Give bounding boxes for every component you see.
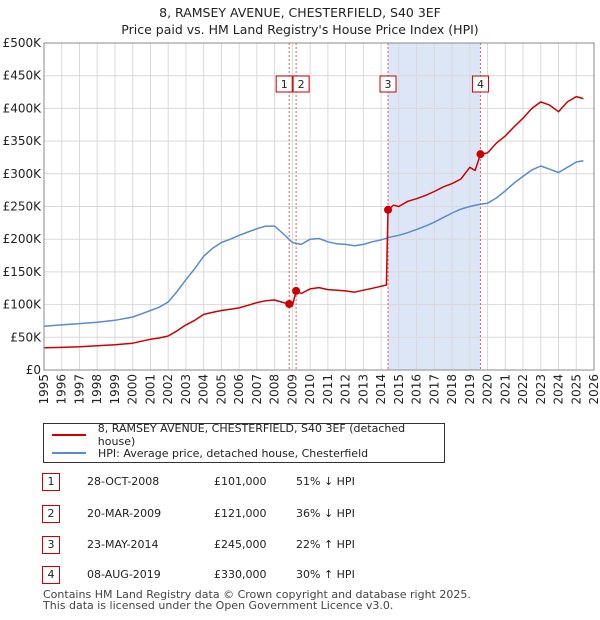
y-tick-label: £0 bbox=[26, 363, 41, 377]
chart-subtitle-text: Price paid vs. HM Land Registry's House … bbox=[121, 22, 479, 37]
x-tick-label: 2014 bbox=[374, 374, 388, 405]
x-tick-label: 2002 bbox=[161, 374, 175, 405]
x-tick-label: 2016 bbox=[410, 374, 424, 405]
hpi-line bbox=[43, 159, 584, 327]
x-tick-label: 2025 bbox=[569, 374, 583, 405]
sale-marker-box bbox=[471, 75, 489, 93]
x-tick-label: 2004 bbox=[197, 374, 211, 405]
sale-date: 23-MAY-2014 bbox=[87, 538, 159, 551]
plot-frame bbox=[43, 42, 595, 371]
sale-price: £101,000 bbox=[214, 475, 267, 488]
legend-hpi-swatch bbox=[52, 452, 86, 454]
property-price-line bbox=[43, 95, 584, 349]
x-tick-label: 1996 bbox=[55, 374, 69, 405]
y-tick-label: £450K bbox=[3, 69, 43, 83]
legend-property-label: 8, RAMSEY AVENUE, CHESTERFIELD, S40 3EF … bbox=[97, 422, 406, 448]
x-tick-label: 2008 bbox=[268, 374, 282, 405]
sale-price: £330,000 bbox=[214, 568, 267, 581]
sale-row-1: 1 28-OCT-2008 £101,000 51% ↓ HPI bbox=[42, 473, 462, 493]
x-tick-label: 2021 bbox=[498, 374, 512, 405]
x-tick-label: 2018 bbox=[445, 374, 459, 405]
sale-date: 20-MAR-2009 bbox=[87, 507, 162, 520]
sale-number-badge: 3 bbox=[42, 536, 60, 554]
x-tick-label: 2026 bbox=[587, 374, 600, 405]
x-tick-label: 2005 bbox=[214, 374, 228, 405]
sale-marker-label: 2 bbox=[298, 78, 305, 91]
chart-title-text: 8, RAMSEY AVENUE, CHESTERFIELD, S40 3EF bbox=[159, 5, 441, 20]
x-tick-label: 1998 bbox=[90, 374, 104, 405]
footer: Contains HM Land Registry data © Crown c… bbox=[43, 589, 471, 611]
sale-row-3: 3 23-MAY-2014 £245,000 22% ↑ HPI bbox=[42, 536, 462, 556]
x-tick-label: 2013 bbox=[356, 374, 370, 405]
y-tick-label: £500K bbox=[3, 36, 43, 50]
x-tick-label: 2024 bbox=[552, 374, 566, 405]
x-tick-label: 1999 bbox=[108, 374, 122, 405]
sale-date: 28-OCT-2008 bbox=[87, 475, 160, 488]
sale-row-4: 4 08-AUG-2019 £330,000 30% ↑ HPI bbox=[42, 566, 462, 586]
sale-marker-box bbox=[275, 75, 293, 93]
sale-date: 08-AUG-2019 bbox=[87, 568, 161, 581]
sale-hpi-comparison: 36% ↓ HPI bbox=[296, 507, 355, 520]
y-tick-label: £350K bbox=[3, 134, 43, 148]
x-tick-label: 2019 bbox=[463, 374, 477, 405]
x-tick-label: 2009 bbox=[285, 374, 299, 405]
y-tick-label: £200K bbox=[3, 232, 43, 246]
x-tick-label: 2023 bbox=[534, 374, 548, 405]
chart-title: 8, RAMSEY AVENUE, CHESTERFIELD, S40 3EF … bbox=[0, 4, 600, 38]
sale-hpi-comparison: 51% ↓ HPI bbox=[296, 475, 355, 488]
x-tick-label: 2006 bbox=[232, 374, 246, 405]
y-tick-label: £50K bbox=[10, 330, 42, 344]
sale-point bbox=[384, 205, 393, 214]
price-chart: £0 £50K £100K £150K £200K £250K £300K £350K £400… bbox=[3, 36, 600, 405]
sale-number-badge: 4 bbox=[42, 566, 60, 584]
y-tick-label: £300K bbox=[3, 167, 43, 181]
x-tick-label: 2012 bbox=[339, 374, 353, 405]
x-tick-label: 2022 bbox=[516, 374, 530, 405]
y-tick-label: £250K bbox=[3, 200, 43, 214]
footer-licence: This data is licensed under the Open Gov… bbox=[43, 599, 394, 612]
x-tick-label: 2001 bbox=[143, 374, 157, 405]
sale-number-badge: 1 bbox=[42, 473, 60, 491]
sale-point bbox=[476, 150, 485, 159]
legend-item-hpi: HPI: Average price, detached house, Ches… bbox=[52, 445, 368, 461]
footer-copyright: Contains HM Land Registry data © Crown c… bbox=[43, 588, 471, 601]
x-tick-label: 1995 bbox=[37, 374, 51, 405]
x-tick-label: 2017 bbox=[427, 374, 441, 405]
y-tick-label: £150K bbox=[3, 265, 43, 279]
x-tick-label: 2007 bbox=[250, 374, 264, 405]
sale-hpi-comparison: 30% ↑ HPI bbox=[296, 568, 355, 581]
x-tick-label: 1997 bbox=[72, 374, 86, 405]
sale-marker-box bbox=[379, 75, 397, 93]
legend-hpi-label: HPI: Average price, detached house, Ches… bbox=[98, 446, 369, 460]
y-tick-label: £400K bbox=[3, 101, 43, 115]
sale-row-2: 2 20-MAR-2009 £121,000 36% ↓ HPI bbox=[42, 505, 462, 525]
x-tick-label: 2003 bbox=[179, 374, 193, 405]
legend-property-swatch bbox=[52, 434, 86, 436]
sale-price: £121,000 bbox=[214, 507, 267, 520]
legend: 8, RAMSEY AVENUE, CHESTERFIELD, S40 3EF … bbox=[43, 422, 445, 463]
sale-price: £245,000 bbox=[214, 538, 267, 551]
sale-point bbox=[292, 286, 301, 295]
x-tick-label: 2011 bbox=[321, 374, 335, 405]
sale-marker-box bbox=[292, 75, 310, 93]
x-tick-label: 2020 bbox=[481, 374, 495, 405]
sale-number-badge: 2 bbox=[42, 505, 60, 523]
x-tick-label: 2010 bbox=[303, 374, 317, 405]
sale-hpi-comparison: 22% ↑ HPI bbox=[296, 538, 355, 551]
sale-marker-label: 1 bbox=[281, 78, 288, 91]
x-tick-label: 2015 bbox=[392, 374, 406, 405]
x-tick-label: 2000 bbox=[126, 374, 140, 405]
sale-marker-label: 4 bbox=[477, 78, 484, 91]
legend-item-property: 8, RAMSEY AVENUE, CHESTERFIELD, S40 3EF … bbox=[52, 422, 444, 448]
sale-marker-label: 3 bbox=[385, 78, 392, 91]
y-tick-label: £100K bbox=[3, 298, 43, 312]
sale-point bbox=[285, 299, 294, 308]
